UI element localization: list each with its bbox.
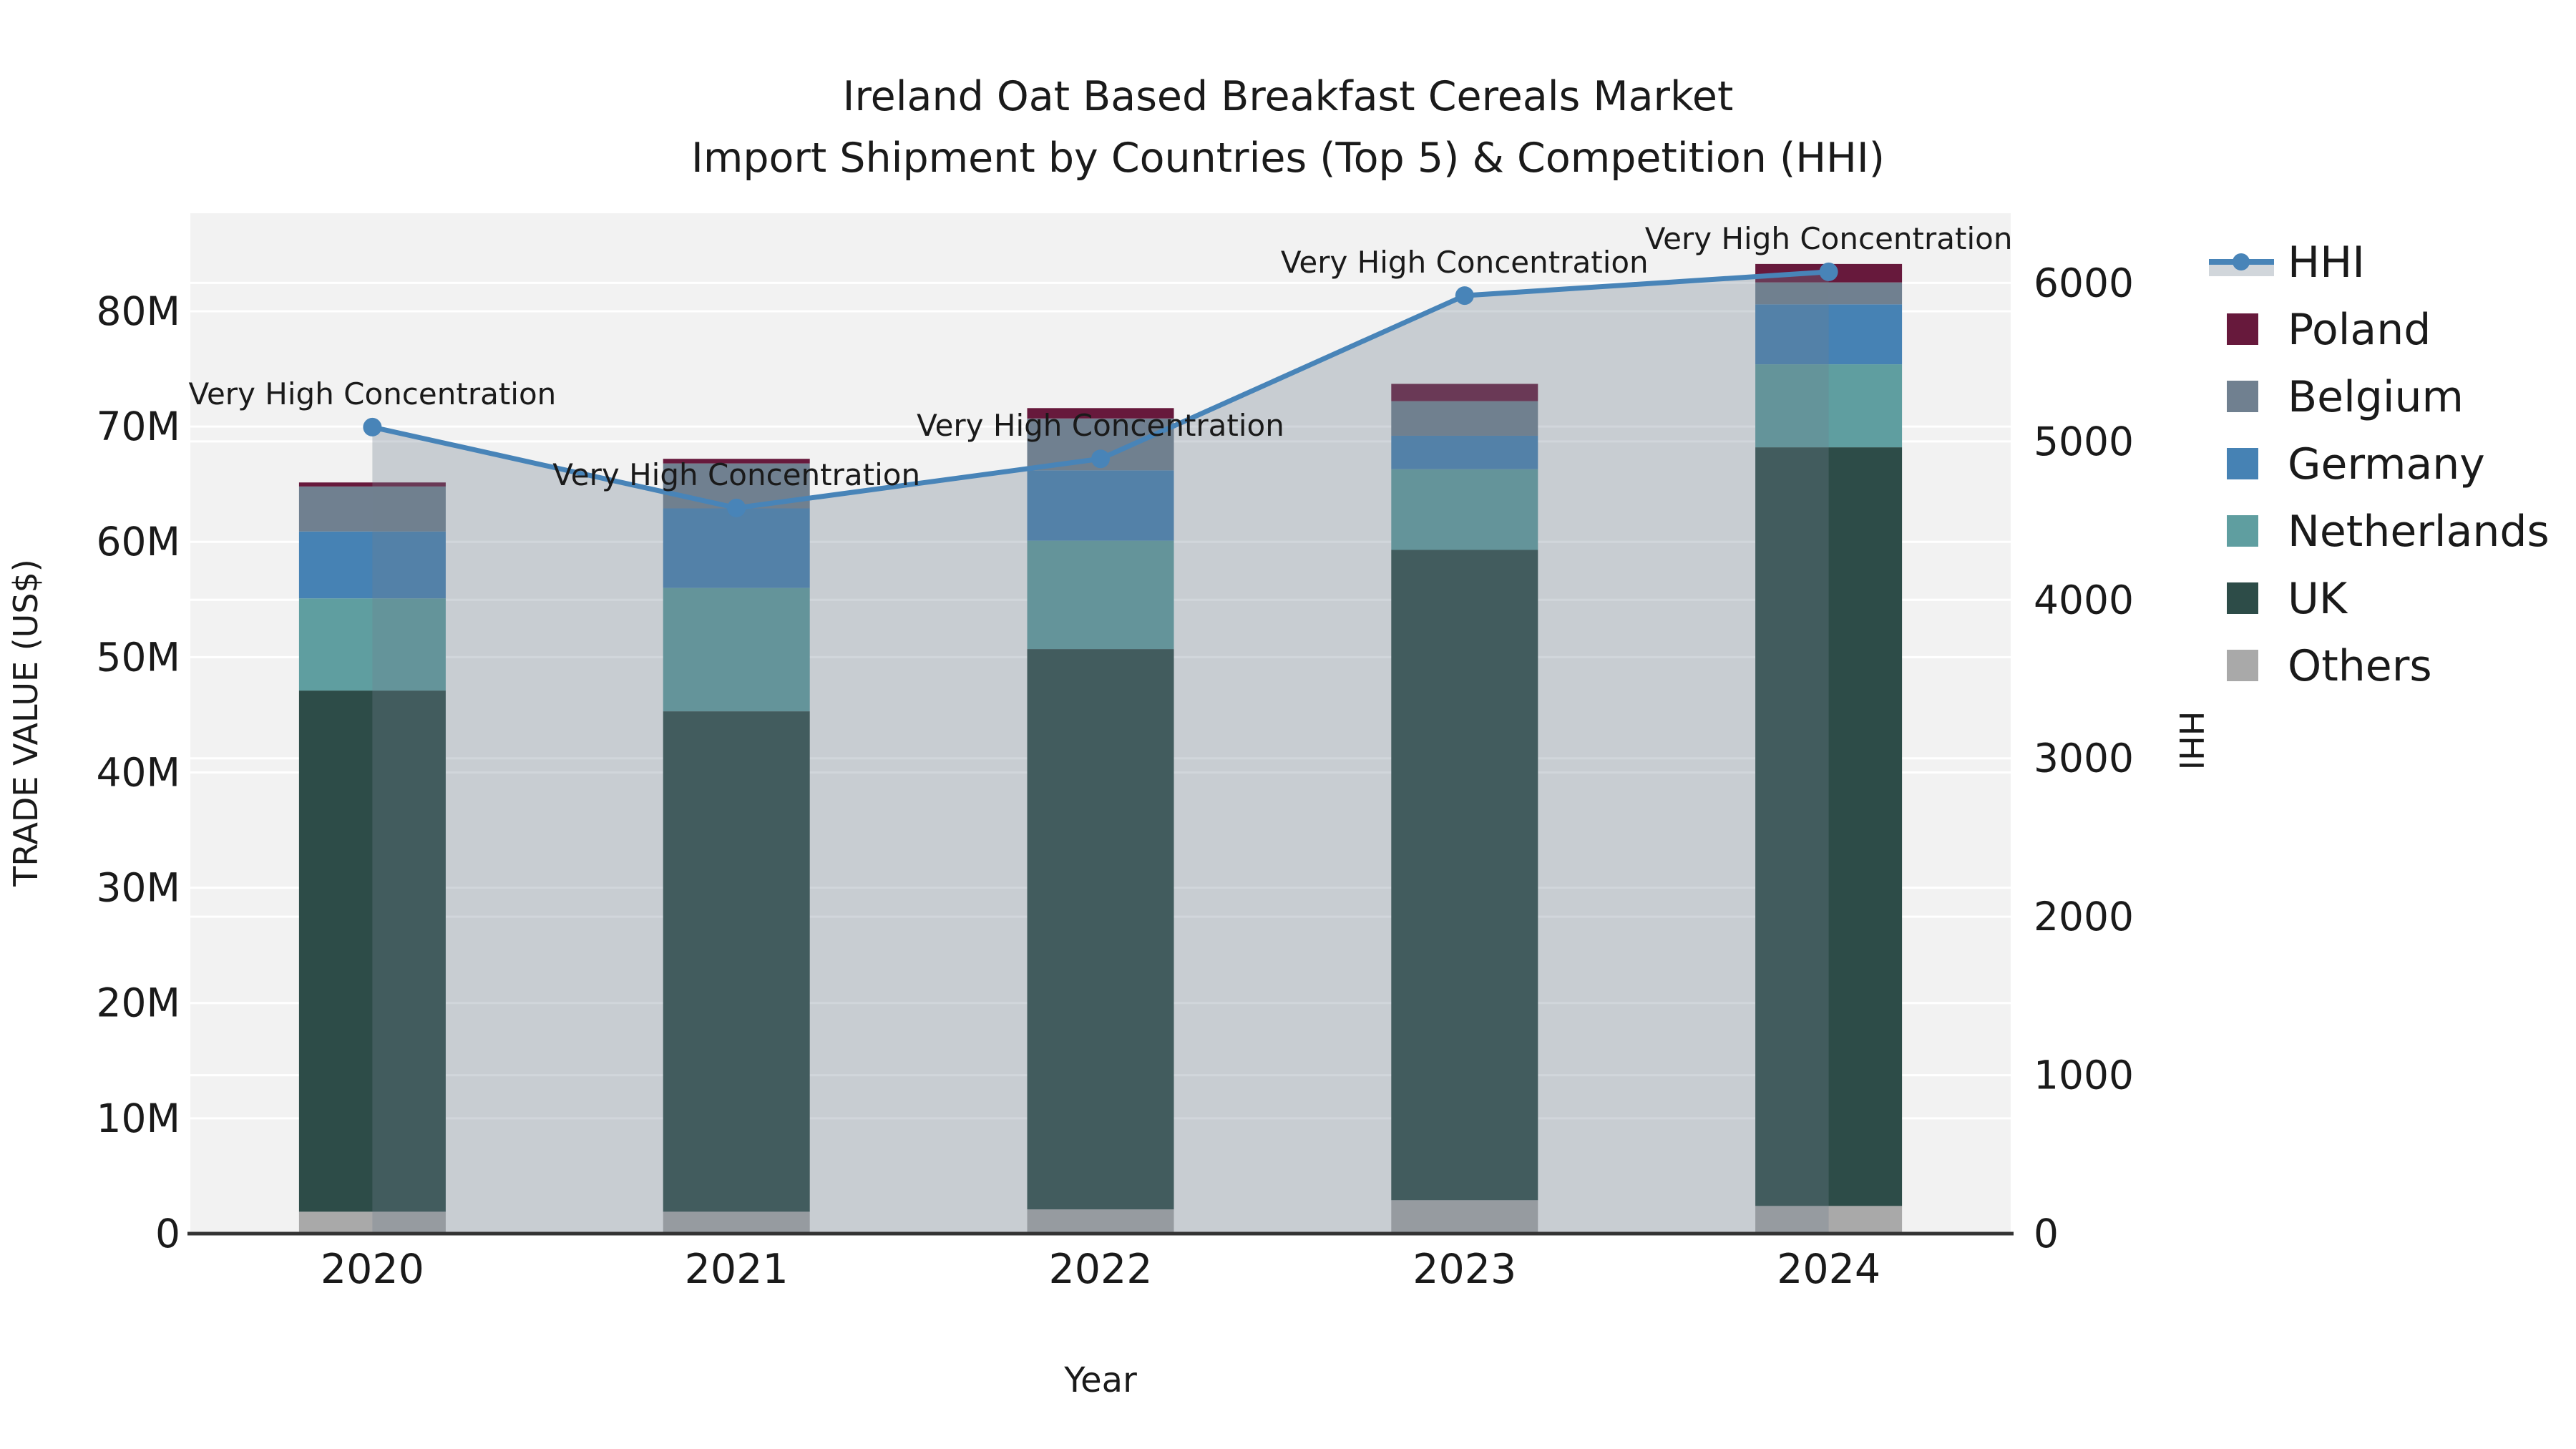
x-tick-2024: 2024 [1777, 1246, 1880, 1293]
legend-swatch-netherlands [2227, 515, 2258, 547]
y-left-tick-80M: 80M [97, 288, 180, 334]
legend-item-belgium: Belgium [2227, 372, 2464, 422]
legend-label-others: Others [2288, 641, 2432, 691]
x-axis-title: Year [1063, 1360, 1137, 1400]
legend-item-germany: Germany [2227, 439, 2485, 489]
bar-segment-netherlands-2020 [298, 598, 446, 691]
annotation-2020: Very High Concentration [189, 376, 557, 411]
bar-segment-poland-2022 [1027, 408, 1174, 419]
bar-segment-uk-2020 [298, 691, 446, 1212]
hhi-marker-2020 [363, 417, 382, 436]
y-left-tick-10M: 10M [97, 1096, 180, 1141]
y-right-tick-2000: 2000 [2034, 894, 2134, 940]
legend-item-uk: UK [2227, 574, 2348, 624]
bar-segment-netherlands-2022 [1027, 540, 1174, 650]
legend-swatch-others [2227, 650, 2258, 681]
annotation-2023: Very High Concentration [1281, 245, 1649, 280]
bar-segment-uk-2023 [1391, 550, 1538, 1201]
chart-title-line2: Import Shipment by Countries (Top 5) & C… [691, 135, 1885, 182]
x-tick-2021: 2021 [685, 1246, 789, 1293]
y-right-tick-3000: 3000 [2034, 736, 2134, 781]
y-left-tick-70M: 70M [97, 404, 180, 449]
x-tick-2022: 2022 [1048, 1246, 1152, 1293]
annotation-2024: Very High Concentration [1645, 221, 2013, 256]
legend-swatch-belgium [2227, 381, 2258, 412]
legend-swatch-poland [2227, 313, 2258, 345]
bar-segment-poland-2021 [663, 459, 810, 464]
y-right-tick-5000: 5000 [2034, 419, 2134, 464]
legend-label-poland: Poland [2288, 305, 2431, 355]
legend-swatch-germany [2227, 448, 2258, 479]
annotation-2021: Very High Concentration [552, 457, 920, 492]
hhi-marker-2022 [1091, 449, 1110, 469]
bar-segment-uk-2022 [1027, 649, 1174, 1210]
y-left-tick-20M: 20M [97, 980, 180, 1026]
bar-segment-germany-2023 [1391, 435, 1538, 469]
bar-segment-belgium-2024 [1755, 282, 1903, 305]
bar-segment-germany-2022 [1027, 470, 1174, 541]
bar-segment-germany-2024 [1755, 304, 1903, 365]
bar-segment-others-2021 [663, 1211, 810, 1234]
bar-segment-belgium-2020 [298, 486, 446, 532]
y-axis-right-title: HHI [2172, 711, 2210, 771]
y-axis-left-title: TRADE VALUE (US$) [6, 559, 45, 887]
bar-segment-uk-2021 [663, 711, 810, 1212]
legend-label-hhi: HHI [2288, 238, 2365, 288]
hhi-marker-2023 [1455, 286, 1474, 306]
bar-segment-others-2022 [1027, 1209, 1174, 1234]
hhi-marker-2024 [1819, 262, 1838, 281]
legend-swatch-uk [2227, 582, 2258, 614]
legend-label-belgium: Belgium [2288, 372, 2464, 422]
bar-segment-others-2020 [298, 1211, 446, 1234]
legend-item-poland: Poland [2227, 305, 2431, 355]
y-right-tick-0: 0 [2034, 1211, 2059, 1257]
bar-segment-germany-2020 [298, 531, 446, 599]
bar-segment-poland-2020 [298, 482, 446, 487]
hhi-marker-2021 [727, 498, 746, 517]
bar-segment-netherlands-2021 [663, 587, 810, 712]
chart-title-line1: Ireland Oat Based Breakfast Cereals Mark… [843, 73, 1734, 120]
x-tick-2020: 2020 [321, 1246, 424, 1293]
legend-hhi-marker-sample [2233, 253, 2250, 270]
legend-item-hhi: HHI [2209, 238, 2365, 288]
legend-item-netherlands: Netherlands [2227, 507, 2550, 557]
annotation-2022: Very High Concentration [917, 408, 1284, 443]
legend-label-germany: Germany [2288, 439, 2485, 489]
bar-segment-others-2023 [1391, 1200, 1538, 1234]
y-right-tick-1000: 1000 [2034, 1053, 2134, 1098]
bar-segment-uk-2024 [1755, 447, 1903, 1206]
y-right-tick-6000: 6000 [2034, 260, 2134, 306]
x-tick-2023: 2023 [1413, 1246, 1516, 1293]
legend-label-uk: UK [2288, 574, 2348, 624]
bar-segment-netherlands-2024 [1755, 364, 1903, 448]
bar-segment-netherlands-2023 [1391, 469, 1538, 550]
bar-segment-others-2024 [1755, 1206, 1903, 1234]
y-right-tick-4000: 4000 [2034, 577, 2134, 623]
bar-segment-poland-2023 [1391, 384, 1538, 401]
y-left-tick-60M: 60M [97, 519, 180, 565]
y-left-tick-0: 0 [155, 1211, 180, 1257]
y-left-tick-40M: 40M [97, 750, 180, 796]
legend-item-others: Others [2227, 641, 2432, 691]
bar-segment-germany-2021 [663, 508, 810, 588]
y-left-tick-50M: 50M [97, 634, 180, 680]
legend-label-netherlands: Netherlands [2288, 507, 2550, 557]
y-left-tick-30M: 30M [97, 865, 180, 911]
bar-segment-belgium-2023 [1391, 401, 1538, 436]
